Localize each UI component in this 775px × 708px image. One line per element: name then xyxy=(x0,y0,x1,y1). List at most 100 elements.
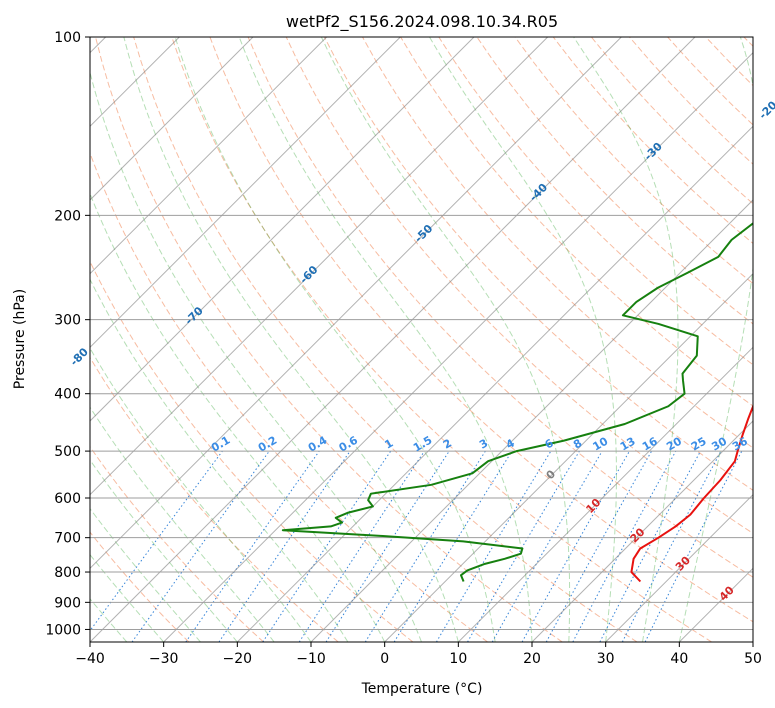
x-tick-label: −20 xyxy=(223,651,253,667)
moist-adiabat xyxy=(90,507,201,642)
mixing-ratio-line xyxy=(545,450,653,642)
mixing-ratio-line xyxy=(435,450,552,642)
isotherm xyxy=(90,37,696,642)
y-tick-label: 900 xyxy=(54,595,81,611)
isotherm-label: 40 xyxy=(717,583,737,603)
x-tick-label: −10 xyxy=(296,651,326,667)
isotherm-label: -80 xyxy=(68,345,91,368)
isotherm xyxy=(457,346,753,642)
y-axis-label: Pressure (hPa) xyxy=(12,289,28,389)
isotherm xyxy=(90,37,622,570)
axis-ticks: −40 −30 −20 −10 0 10 20 30 40 5010020030040050060… xyxy=(45,30,762,667)
isotherm-label: -20 xyxy=(756,98,775,121)
dry-adiabat xyxy=(90,260,414,642)
y-tick-label: 100 xyxy=(54,30,81,46)
mixing-ratio-line xyxy=(325,450,450,642)
isotherm-label: -60 xyxy=(297,263,320,286)
isotherm xyxy=(90,37,254,201)
x-axis-label: Temperature (°C) xyxy=(361,681,483,697)
temperature-profile xyxy=(630,403,753,583)
background-lines xyxy=(90,37,753,642)
y-tick-label: 400 xyxy=(54,387,81,403)
x-tick-label: −40 xyxy=(75,651,105,667)
dewpoint-profile xyxy=(281,222,753,582)
mixing-ratio-line xyxy=(644,450,743,642)
mixing-ratio-line xyxy=(131,450,270,642)
y-tick-label: 600 xyxy=(54,491,81,507)
isotherm-label: 10 xyxy=(583,496,603,516)
plot-frame xyxy=(89,36,754,643)
moist-adiabat xyxy=(90,553,165,642)
moist-adiabat xyxy=(90,598,128,642)
mixing-ratio-line xyxy=(185,450,320,642)
inner-labels: 0.10.20.40.611.52346810131620253036-100-… xyxy=(68,98,775,603)
dry-adiabat xyxy=(90,445,264,642)
chart-title: wetPf2_S156.2024.098.10.34.R05 xyxy=(286,12,558,32)
isotherm xyxy=(310,199,753,642)
x-tick-label: 20 xyxy=(523,651,541,667)
dry-adiabat xyxy=(247,37,753,578)
mixing-ratio-line xyxy=(467,450,580,642)
mixing-ratio-label: 4 xyxy=(504,436,517,451)
dry-adiabat xyxy=(133,37,638,642)
dry-adiabat xyxy=(362,37,753,449)
dry-adiabat xyxy=(705,37,753,87)
x-tick-label: −30 xyxy=(149,651,179,667)
isotherm xyxy=(605,493,753,642)
isotherm xyxy=(678,567,753,642)
moist-adiabat xyxy=(123,37,459,642)
y-tick-label: 500 xyxy=(54,444,81,460)
dry-adiabat xyxy=(90,356,339,642)
isotherm-label: -70 xyxy=(183,304,206,327)
y-tick-label: 1000 xyxy=(45,622,81,638)
y-tick-label: 300 xyxy=(54,313,81,329)
mixing-ratio-line xyxy=(218,450,351,642)
dry-adiabat xyxy=(285,37,753,534)
dry-adiabat xyxy=(95,37,563,642)
isotherm xyxy=(90,37,328,275)
y-tick-label: 200 xyxy=(54,208,81,224)
isotherm xyxy=(90,37,401,349)
moist-adiabat xyxy=(90,347,312,642)
moist-adiabat xyxy=(174,37,496,642)
dry-adiabat xyxy=(438,37,753,366)
dry-adiabat xyxy=(90,531,190,642)
dry-adiabat xyxy=(667,37,753,126)
isotherm xyxy=(236,125,753,642)
mixing-ratio-line xyxy=(262,450,392,642)
isotherm-label: 30 xyxy=(673,553,693,573)
dry-adiabat xyxy=(743,37,753,47)
dry-adiabat xyxy=(90,151,488,642)
mixing-ratio-label: 6 xyxy=(543,436,556,451)
mixing-ratio-line xyxy=(393,450,513,642)
moist-adiabat xyxy=(429,37,617,642)
zero-isotherm-label: 0 xyxy=(544,467,559,482)
mixing-ratio-line xyxy=(90,450,223,632)
dry-adiabat xyxy=(400,37,753,407)
moist-adiabat xyxy=(90,192,386,642)
dry-adiabat xyxy=(590,37,753,205)
mixing-ratio-line xyxy=(521,450,630,642)
moist-adiabat xyxy=(90,70,422,642)
isotherm-label: -40 xyxy=(527,181,550,204)
moist-adiabat xyxy=(90,278,349,642)
isotherm xyxy=(163,51,753,642)
mixing-ratio-line xyxy=(298,450,425,642)
x-tick-label: 0 xyxy=(380,651,389,667)
dry-adiabat xyxy=(514,37,753,285)
y-tick-label: 800 xyxy=(54,565,81,581)
x-tick-label: 10 xyxy=(449,651,467,667)
x-tick-label: 40 xyxy=(670,651,688,667)
mixing-ratio-label: 2 xyxy=(441,437,454,452)
profile-lines xyxy=(281,222,753,583)
dry-adiabat xyxy=(209,37,753,623)
moist-adiabat xyxy=(320,37,571,642)
x-tick-label: 30 xyxy=(597,651,615,667)
isotherm xyxy=(90,37,549,496)
x-tick-label: 50 xyxy=(744,651,762,667)
isotherm xyxy=(752,641,753,642)
y-tick-label: 700 xyxy=(54,531,81,547)
isotherm-label: 20 xyxy=(628,525,648,545)
moist-adiabat xyxy=(90,459,238,642)
